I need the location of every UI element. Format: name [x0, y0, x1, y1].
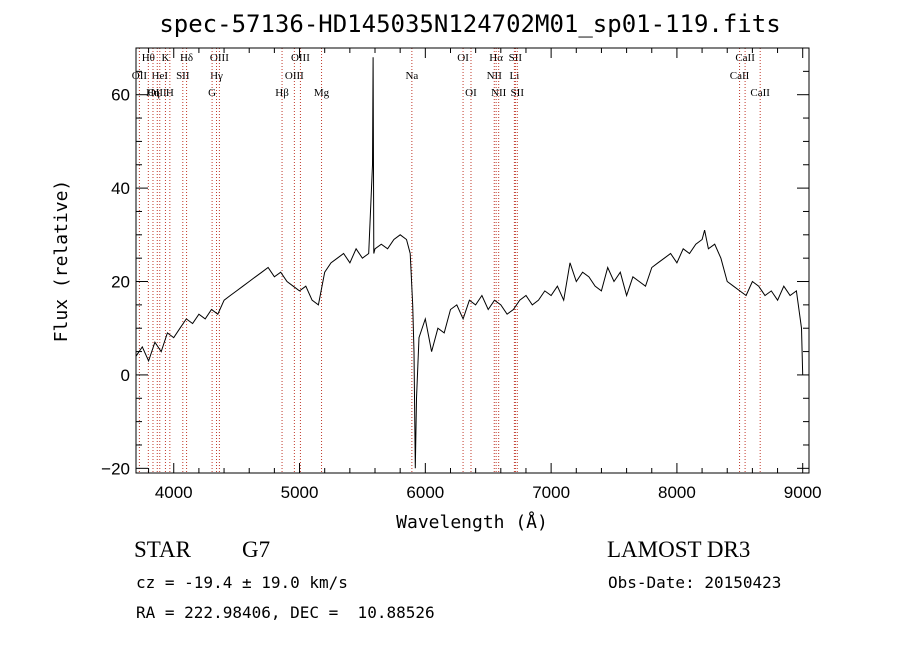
- line-marker-label: K: [161, 52, 169, 64]
- line-marker-label: NII: [487, 70, 503, 82]
- line-marker-label: OIII: [285, 70, 304, 82]
- line-marker-label: Mg: [314, 87, 330, 99]
- line-marker-label: OIII: [210, 52, 229, 64]
- line-marker-label: OI: [465, 87, 477, 99]
- line-marker-label: NII: [491, 87, 507, 99]
- object-subclass: G7: [242, 537, 271, 562]
- line-marker-label: Na: [405, 70, 418, 82]
- line-marker-label: CaII: [750, 87, 770, 99]
- line-marker-label: CaII: [730, 70, 750, 82]
- x-tick-label: 6000: [406, 483, 444, 502]
- line-marker-label: Hγ: [210, 70, 223, 82]
- line-marker-label: SII: [176, 70, 190, 82]
- x-tick-label: 5000: [281, 483, 319, 502]
- y-tick-label: 20: [111, 273, 130, 292]
- x-tick-label: 8000: [658, 483, 696, 502]
- survey-label: LAMOST DR3: [607, 537, 751, 562]
- line-marker-label: OI: [457, 52, 469, 64]
- line-marker-label: H: [166, 87, 174, 99]
- spectrum-line: [135, 57, 804, 469]
- line-marker-label: Hδ: [180, 52, 193, 64]
- line-marker-label: Li: [509, 70, 519, 82]
- x-tick-label: 7000: [532, 483, 570, 502]
- spectrum-series: [135, 57, 804, 469]
- y-tick-label: 60: [111, 86, 130, 105]
- x-axis-label: Wavelength (Å): [396, 511, 548, 533]
- line-marker-label: SII: [509, 52, 523, 64]
- y-tick-label: 0: [121, 366, 130, 385]
- line-marker-label: Hβ: [275, 87, 289, 99]
- redshift-cz: cz = -19.4 ± 19.0 km/s: [136, 573, 348, 592]
- coordinates: RA = 222.98406, DEC = 10.88526: [136, 603, 435, 622]
- line-marker-label: SII: [511, 87, 525, 99]
- x-tick-label: 4000: [155, 483, 193, 502]
- x-tick-label: 9000: [784, 483, 822, 502]
- plot-frame: [135, 47, 810, 474]
- y-tick-label: −20: [101, 459, 130, 478]
- line-marker-label: Hη: [146, 87, 160, 99]
- chart-title: spec-57136-HD145035N124702M01_sp01-119.f…: [159, 10, 780, 38]
- y-tick-label: 40: [111, 179, 130, 198]
- obs-date: Obs-Date: 20150423: [608, 573, 782, 592]
- axes: 4000 5000 6000 7000 8000 9000 −20 0 20 40 60: [101, 48, 822, 502]
- object-class: STAR: [134, 537, 191, 562]
- line-marker-label: OIII: [291, 52, 310, 64]
- line-marker-label: CaII: [735, 52, 755, 64]
- line-marker-label: Hα: [489, 52, 503, 64]
- line-marker-label: G: [208, 87, 216, 99]
- y-axis-label: Flux (relative): [51, 180, 72, 343]
- line-marker-label: HeI: [152, 70, 169, 82]
- line-marker-label: Hθ: [142, 52, 155, 64]
